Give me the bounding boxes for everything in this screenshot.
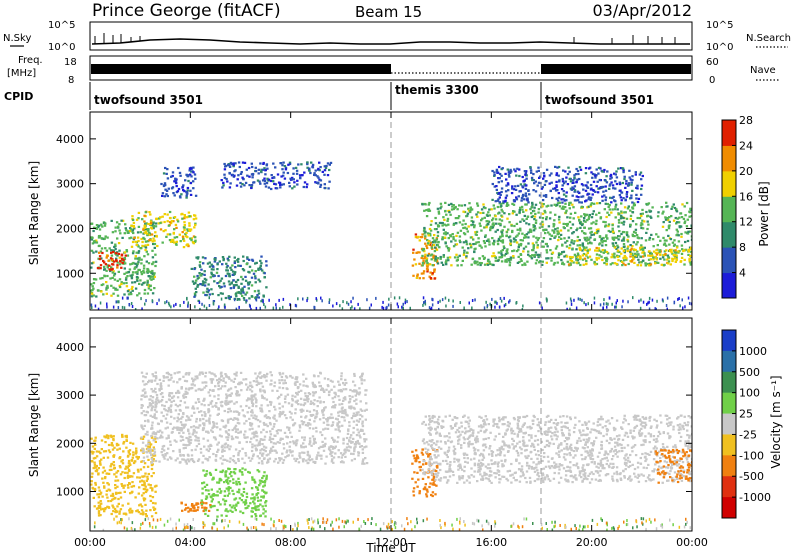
- velocity-colorbar-swatch-7: [722, 476, 736, 497]
- velocity-colorbar-swatch-6: [722, 455, 736, 476]
- velocity-colorbar-swatch-5: [722, 434, 736, 455]
- velocity-echo-region-3: [201, 467, 268, 517]
- freq-band-left: [91, 64, 391, 74]
- velocity-colorbar-tick-3: 25: [739, 408, 753, 421]
- velocity-y-tick-0: 1000: [56, 485, 84, 498]
- nsearch-tick-top: 10^5: [706, 20, 733, 31]
- x-axis-label: Time UT: [365, 541, 416, 554]
- velocity-colorbar-tick-0: 1000: [739, 345, 767, 358]
- power-colorbar-swatch-1: [722, 247, 736, 273]
- power-panel: 1000 2000 3000 4000 Slant Range [km]: [27, 112, 694, 311]
- velocity-colorbar-swatch-1: [722, 351, 736, 372]
- x-tick-5: 20:00: [576, 536, 608, 549]
- power-colorbar-swatch-0: [722, 273, 736, 299]
- power-colorbar-tick-5: 24: [739, 139, 753, 152]
- x-tick-0: 00:00: [74, 536, 106, 549]
- cpid-segment-1: twofsound 3501: [94, 93, 203, 107]
- power-colorbar-tick-0: 4: [739, 267, 746, 280]
- velocity-panel: 1000 2000 3000 4000 Slant Range [km] 00:00 0…: [27, 112, 708, 554]
- freq-label-2: [MHz]: [7, 68, 36, 79]
- nsky-tick-top: 10^5: [48, 20, 75, 31]
- nsearch-tick-bottom: 10^0: [706, 42, 733, 53]
- power-colorbar-swatch-4: [722, 171, 736, 197]
- velocity-colorbar-swatch-8: [722, 497, 736, 518]
- cpid-segment-2: themis 3300: [395, 83, 479, 97]
- station-title: Prince George (fitACF): [92, 1, 281, 21]
- power-y-tick-0: 1000: [56, 267, 84, 280]
- nsky-label: N.Sky: [3, 33, 31, 44]
- velocity-colorbar: 1000 500 100 25 -25 -100 -500 -1000: [722, 330, 771, 519]
- velocity-echo-region-2: [180, 502, 212, 513]
- nsky-trace: [92, 39, 690, 44]
- date-title: 03/Apr/2012: [592, 1, 692, 20]
- velocity-y-axis: 1000 2000 3000 4000: [56, 341, 692, 499]
- power-echo-region-1: [97, 251, 127, 271]
- frequency-strip: Freq. [MHz] 18 8 60 0 Nave: [7, 55, 780, 86]
- velocity-colorbar-swatch-0: [722, 330, 736, 351]
- power-colorbar-swatch-6: [722, 120, 736, 146]
- freq-tick-top: 18: [64, 57, 77, 68]
- power-echo-region-9: [491, 166, 644, 204]
- power-ylabel: Slant Range [km]: [27, 161, 41, 265]
- velocity-colorbar-tick-7: -1000: [739, 491, 771, 504]
- velocity-echoes: [90, 371, 694, 532]
- velocity-ylabel: Slant Range [km]: [27, 373, 41, 477]
- nave-label: Nave: [750, 65, 776, 76]
- power-colorbar-tick-3: 16: [739, 190, 753, 203]
- velocity-colorbar-swatch-2: [722, 372, 736, 393]
- cpid-segment-3: twofsound 3501: [545, 93, 654, 107]
- cpid-strip: CPID twofsound 3501 themis 3300 twofsoun…: [4, 82, 654, 110]
- nave-tick-top: 60: [706, 57, 719, 68]
- x-tick-6: 00:00: [676, 536, 708, 549]
- nave-tick-bottom: 0: [709, 75, 715, 86]
- cpid-label: CPID: [4, 90, 33, 103]
- power-echo-region-3: [160, 167, 197, 199]
- power-echo-region-2: [130, 211, 197, 249]
- power-colorbar-swatch-2: [722, 222, 736, 248]
- freq-label-1: Freq.: [18, 55, 43, 66]
- beam-title: Beam 15: [355, 3, 422, 21]
- velocity-echo-region-1: [140, 371, 368, 465]
- power-echoes: [90, 161, 694, 311]
- velocity-colorbar-swatch-3: [722, 393, 736, 414]
- velocity-y-tick-2: 3000: [56, 389, 84, 402]
- power-echo-region-5: [221, 161, 333, 190]
- velocity-echo-region-0: [90, 434, 157, 518]
- x-tick-2: 08:00: [275, 536, 307, 549]
- power-colorbar-swatch-3: [722, 196, 736, 222]
- power-colorbar-swatch-5: [722, 145, 736, 171]
- power-y-tick-2: 3000: [56, 178, 84, 191]
- velocity-colorbar-label: Velocity [m s⁻¹]: [769, 375, 783, 468]
- velocity-colorbar-tick-4: -25: [739, 428, 757, 441]
- freq-band-right: [541, 64, 691, 74]
- velocity-colorbar-tick-6: -500: [739, 470, 764, 483]
- x-tick-4: 16:00: [475, 536, 507, 549]
- power-y-tick-1: 2000: [56, 222, 84, 235]
- velocity-colorbar-tick-5: -100: [739, 449, 764, 462]
- power-colorbar-tick-1: 8: [739, 241, 746, 254]
- power-colorbar-tick-4: 20: [739, 165, 753, 178]
- velocity-echo-region-5: [421, 414, 694, 484]
- velocity-near-range-speckle: [94, 517, 693, 532]
- power-colorbar-label: Power [dB]: [757, 181, 771, 246]
- x-tick-1: 04:00: [174, 536, 206, 549]
- noise-strip: N.Sky 10^5 10^0 10^5 10^0 N.Search: [3, 20, 791, 53]
- freq-tick-bottom: 8: [68, 75, 74, 86]
- velocity-y-tick-1: 2000: [56, 437, 84, 450]
- power-y-tick-3: 4000: [56, 133, 84, 146]
- velocity-colorbar-swatch-4: [722, 414, 736, 435]
- nsearch-label: N.Search: [746, 33, 791, 44]
- power-colorbar-tick-2: 12: [739, 216, 753, 229]
- nsky-tick-bottom: 10^0: [48, 42, 75, 53]
- power-colorbar: 4 8 12 16 20 24 28: [722, 114, 753, 299]
- power-colorbar-tick-6: 28: [739, 114, 753, 127]
- velocity-colorbar-tick-2: 100: [739, 387, 760, 400]
- velocity-y-tick-3: 4000: [56, 341, 84, 354]
- power-echo-region-4: [191, 256, 268, 303]
- velocity-colorbar-tick-1: 500: [739, 366, 760, 379]
